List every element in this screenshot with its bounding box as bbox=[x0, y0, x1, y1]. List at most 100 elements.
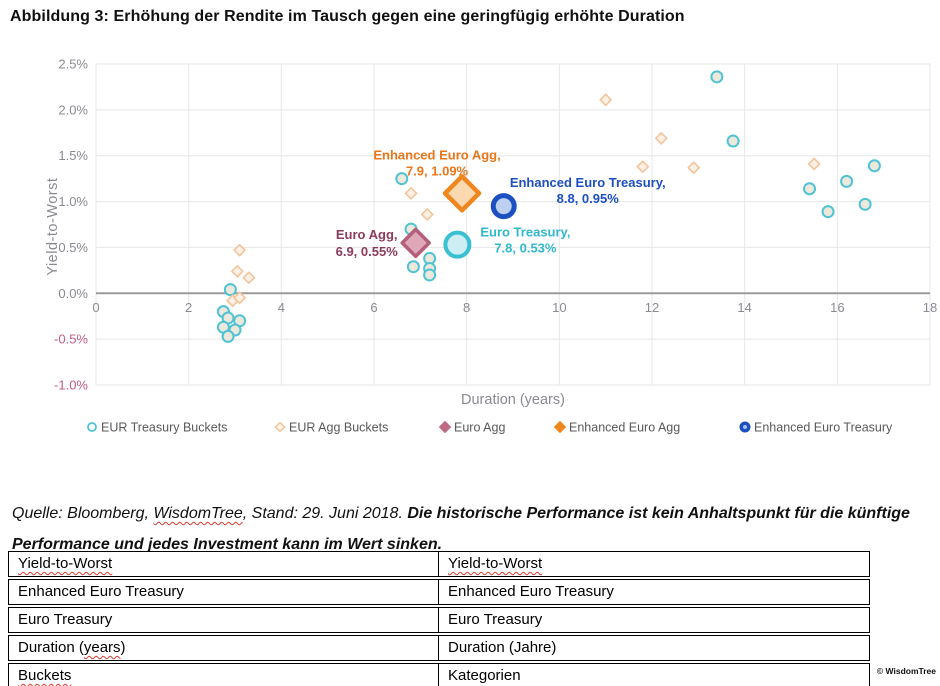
table-cell: Duration (years) bbox=[9, 636, 439, 660]
table-row: Euro Treasury Euro Treasury bbox=[8, 607, 870, 633]
data-label: Euro Agg, bbox=[336, 227, 398, 242]
scatter-point bbox=[443, 230, 472, 259]
x-tick-label: 6 bbox=[370, 300, 377, 315]
x-tick-label: 4 bbox=[278, 300, 285, 315]
scatter-point bbox=[242, 271, 256, 284]
data-label: Enhanced Euro Treasury, bbox=[510, 175, 666, 190]
scatter-point bbox=[599, 93, 612, 107]
legend-label: Enhanced Euro Agg bbox=[569, 421, 680, 435]
cell-text: Duration ( bbox=[18, 639, 84, 656]
source-middle: , Stand: 29. Juni 2018. bbox=[242, 505, 408, 522]
scatter-point bbox=[442, 174, 482, 213]
source-warning: Die historische Performance ist kein Anh… bbox=[12, 505, 910, 553]
table-cell: Kategorien bbox=[439, 664, 869, 686]
legend-label: EUR Agg Buckets bbox=[289, 421, 388, 435]
scatter-point bbox=[726, 134, 740, 148]
translation-table: Yield-to-Worst Yield-to-Worst Enhanced Eur… bbox=[8, 551, 870, 686]
cell-text: Enhanced Euro Treasury bbox=[448, 583, 614, 600]
y-axis-title: Yield-to-Worst bbox=[45, 178, 61, 276]
table-cell: Enhanced Euro Treasury bbox=[439, 580, 869, 604]
scatter-point bbox=[231, 264, 244, 278]
cell-text: Kategorien bbox=[448, 667, 521, 684]
data-label: 7.8, 0.53% bbox=[494, 241, 557, 256]
legend-marker bbox=[274, 421, 286, 433]
wisdomtree-watermark: © WisdomTree bbox=[876, 666, 936, 676]
data-label: Enhanced Euro Agg, bbox=[373, 147, 500, 162]
cell-text: Duration (Jahre) bbox=[448, 639, 557, 656]
source-prefix: Quelle: Bloomberg, bbox=[12, 505, 154, 522]
scatter-point bbox=[687, 161, 700, 174]
legend-label: EUR Treasury Buckets bbox=[101, 421, 227, 435]
data-label: Euro Treasury, bbox=[480, 225, 570, 240]
scatter-point bbox=[423, 268, 437, 282]
source-spellchecked-word: WisdomTree bbox=[153, 505, 243, 522]
spellchecked-text: years bbox=[83, 639, 121, 656]
y-tick-label: 1.0% bbox=[58, 194, 88, 209]
x-tick-label: 2 bbox=[185, 300, 192, 315]
legend-marker bbox=[87, 422, 97, 432]
scatter-point bbox=[395, 172, 409, 186]
table-row: Buckets Kategorien bbox=[8, 663, 870, 686]
scatter-point bbox=[233, 291, 246, 305]
scatter-point bbox=[400, 227, 431, 259]
spellchecked-text: Yield-to-Worst bbox=[448, 555, 543, 572]
figure-title: Abbildung 3: Erhöhung der Rendite im Tau… bbox=[10, 8, 685, 25]
scatter-point bbox=[858, 197, 872, 211]
scatter-point bbox=[654, 131, 668, 145]
scatter-point bbox=[233, 243, 246, 257]
scatter-point bbox=[840, 174, 854, 188]
y-tick-label: 2.5% bbox=[58, 57, 88, 72]
cell-text: Euro Treasury bbox=[448, 611, 543, 628]
y-tick-label: 0.5% bbox=[58, 240, 88, 255]
y-tick-label: -1.0% bbox=[54, 378, 88, 393]
x-tick-label: 12 bbox=[645, 300, 659, 315]
data-label: 6.9, 0.55% bbox=[336, 244, 399, 259]
table-row: Duration (years) Duration (Jahre) bbox=[8, 635, 870, 661]
scatter-point bbox=[821, 205, 835, 219]
legend-marker bbox=[438, 420, 452, 434]
table-row: Yield-to-Worst Yield-to-Worst bbox=[8, 551, 870, 577]
scatter-point bbox=[221, 329, 235, 343]
x-tick-label: 14 bbox=[737, 300, 751, 315]
scatter-point bbox=[420, 208, 434, 221]
scatter-point bbox=[807, 157, 821, 171]
legend-marker-center bbox=[743, 425, 747, 429]
table-cell: Enhanced Euro Treasury bbox=[9, 580, 439, 604]
scatter-point bbox=[710, 70, 724, 84]
legend-label: Euro Agg bbox=[454, 421, 505, 435]
scatter-point bbox=[406, 260, 420, 274]
scatter-point bbox=[490, 193, 517, 220]
table-cell: Euro Treasury bbox=[9, 608, 439, 632]
scatter-point bbox=[867, 159, 881, 173]
x-tick-label: 18 bbox=[923, 300, 937, 315]
table-cell: Buckets bbox=[9, 664, 439, 686]
y-tick-label: 2.0% bbox=[58, 102, 88, 117]
x-tick-label: 10 bbox=[552, 300, 566, 315]
cell-text: Enhanced Euro Treasury bbox=[18, 583, 184, 600]
spellchecked-text: Buckets bbox=[18, 667, 72, 684]
table-cell: Euro Treasury bbox=[439, 608, 869, 632]
x-tick-label: 8 bbox=[463, 300, 470, 315]
cell-text: Euro Treasury bbox=[18, 611, 113, 628]
scatter-point bbox=[404, 187, 418, 200]
x-tick-label: 16 bbox=[830, 300, 844, 315]
table-row: Enhanced Euro Treasury Enhanced Euro Trea… bbox=[8, 579, 870, 605]
y-tick-label: 1.5% bbox=[58, 148, 88, 163]
data-label: 7.9, 1.09% bbox=[406, 163, 469, 178]
legend-marker bbox=[553, 420, 567, 434]
table-cell: Yield-to-Worst bbox=[9, 552, 439, 576]
spellchecked-text: Yield-to-Worst bbox=[18, 555, 113, 572]
scatter-point bbox=[803, 182, 817, 196]
table-cell: Yield-to-Worst bbox=[439, 552, 869, 576]
scatter-point bbox=[223, 283, 237, 297]
scatter-point bbox=[636, 160, 650, 174]
table-cell: Duration (Jahre) bbox=[439, 636, 869, 660]
y-tick-label: -0.5% bbox=[54, 332, 88, 347]
source-note: Quelle: Bloomberg, WisdomTree, Stand: 29… bbox=[12, 498, 920, 560]
x-axis-title: Duration (years) bbox=[461, 392, 565, 408]
x-tick-label: 0 bbox=[92, 300, 99, 315]
data-label: 8.8, 0.95% bbox=[557, 191, 620, 206]
legend-label: Enhanced Euro Treasury bbox=[754, 421, 893, 435]
cell-text: ) bbox=[120, 639, 126, 656]
